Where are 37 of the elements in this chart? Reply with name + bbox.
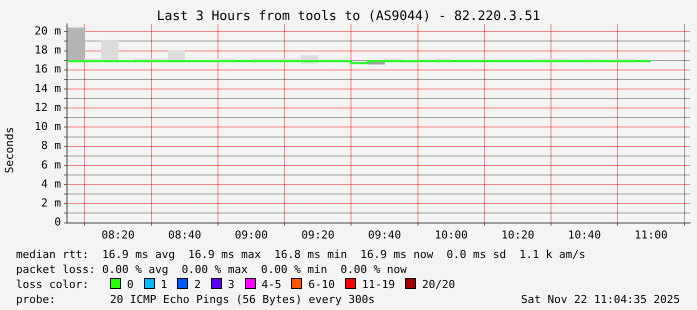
text: 2 — [194, 278, 201, 291]
y-tick-label: 2 m — [41, 196, 62, 210]
x-tick-label: 11:00 — [634, 228, 668, 242]
y-tick-label: 4 m — [41, 177, 62, 190]
x-tick-label: 08:40 — [168, 228, 202, 242]
text: Sat Nov 22 11:04:35 2025 — [521, 292, 680, 307]
text: 20 ICMP Echo Pings (56 Bytes) every 300s — [110, 293, 375, 306]
y-tick-label: 16 m — [34, 62, 62, 76]
x-tick-label: 09:20 — [301, 228, 334, 242]
x-tick-label: 10:40 — [568, 228, 601, 242]
y-axis-title: Seconds — [3, 126, 16, 176]
x-tick-label: 10:00 — [434, 228, 468, 242]
x-tick-label: 10:20 — [501, 228, 534, 242]
text: 4-5 — [262, 278, 282, 291]
y-tick-label: 0 — [54, 216, 61, 229]
x-tick-label: 08:20 — [101, 228, 135, 242]
y-tick-label: 12 m — [34, 100, 62, 114]
text: 1 — [160, 278, 168, 291]
y-tick-label: 8 m — [41, 139, 62, 152]
y-tick-label: 6 m — [41, 158, 62, 172]
y-tick-label: 20 m — [34, 24, 62, 38]
text: 0 — [127, 278, 134, 291]
y-tick-label: 10 m — [34, 120, 62, 134]
text: 3 — [228, 278, 234, 291]
text: 6-10 — [308, 278, 335, 291]
chart-title: Last 3 Hours from tools to (AS9044) - 82.220.3.51 — [156, 9, 542, 24]
y-tick-label: 14 m — [34, 82, 62, 95]
text: packet loss: 0.00 % avg 0.00 % max 0.00 % min 0.00 % now — [16, 262, 408, 277]
text: loss color: — [16, 277, 90, 292]
text: median rtt: 16.9 ms avg 16.9 ms max 16.8 ms min 16.9 ms now 0.0 ms sd 1.1 k am/s — [16, 247, 587, 262]
x-tick-label: 09:40 — [368, 228, 402, 242]
text: 20/20 — [422, 278, 456, 291]
text: 11-19 — [362, 278, 395, 291]
x-tick-label: 09:00 — [234, 228, 268, 242]
bar — [68, 27, 86, 62]
text: probe: — [16, 292, 57, 307]
y-tick-label: 18 m — [34, 44, 62, 57]
